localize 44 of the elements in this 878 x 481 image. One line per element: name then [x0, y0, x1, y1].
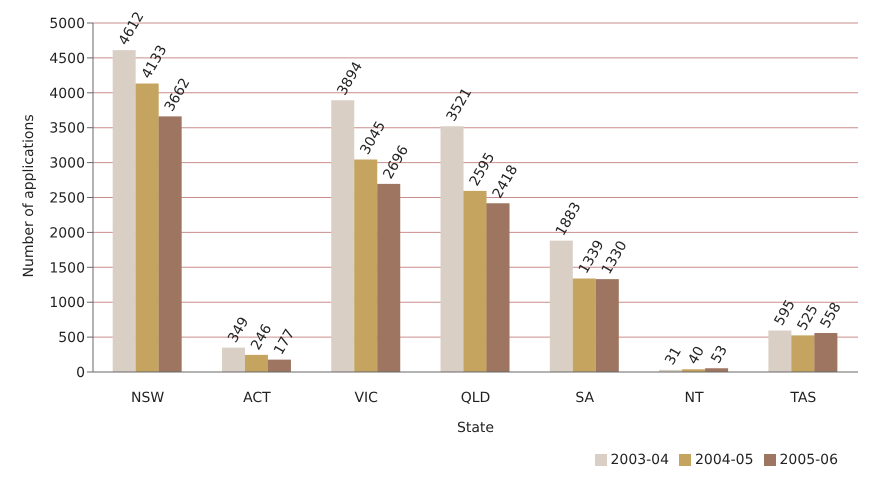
bar [814, 333, 838, 372]
x-tick-label: NSW [131, 390, 164, 406]
bar [486, 203, 510, 372]
y-tick-label: 3000 [49, 156, 85, 172]
bar [158, 116, 182, 372]
bar [354, 159, 378, 372]
y-tick-label: 2000 [49, 225, 85, 242]
bar [136, 84, 159, 372]
legend-label: 2004-05 [695, 452, 754, 468]
bar [464, 190, 487, 372]
bar [572, 278, 596, 372]
y-tick-label: 3500 [49, 120, 85, 137]
bar [791, 335, 814, 372]
data-label: 31 [662, 344, 685, 368]
y-tick-label: 5000 [49, 16, 85, 32]
bar [222, 348, 245, 372]
y-tick-label: 4000 [49, 86, 85, 102]
x-tick-label: NT [684, 390, 704, 406]
x-tick-label: TAS [789, 390, 816, 406]
x-tick-label: QLD [460, 390, 490, 406]
y-tick-label: 1500 [49, 260, 85, 276]
legend-label: 2005-06 [780, 452, 838, 468]
bar [268, 360, 291, 372]
data-label: 40 [685, 344, 708, 368]
x-tick-label: ACT [243, 390, 272, 406]
y-tick-label: 4500 [49, 50, 85, 67]
bar [596, 279, 619, 372]
bar [331, 100, 354, 372]
bar [377, 184, 400, 372]
x-axis-title: State [456, 420, 494, 436]
bar [440, 126, 464, 372]
y-tick-label: 1000 [49, 295, 85, 312]
x-tick-label: SA [575, 390, 595, 406]
y-tick-label: 500 [58, 330, 85, 346]
bar [550, 240, 573, 372]
y-axis-title: Number of applications [20, 114, 37, 278]
y-tick-label: 2500 [49, 190, 85, 206]
legend-label: 2003-04 [610, 452, 669, 468]
bar [112, 50, 136, 372]
bar [768, 330, 792, 372]
bar [244, 354, 268, 372]
x-tick-label: VIC [354, 390, 378, 406]
data-label: 53 [708, 342, 731, 366]
y-tick-label: 0 [76, 364, 85, 381]
